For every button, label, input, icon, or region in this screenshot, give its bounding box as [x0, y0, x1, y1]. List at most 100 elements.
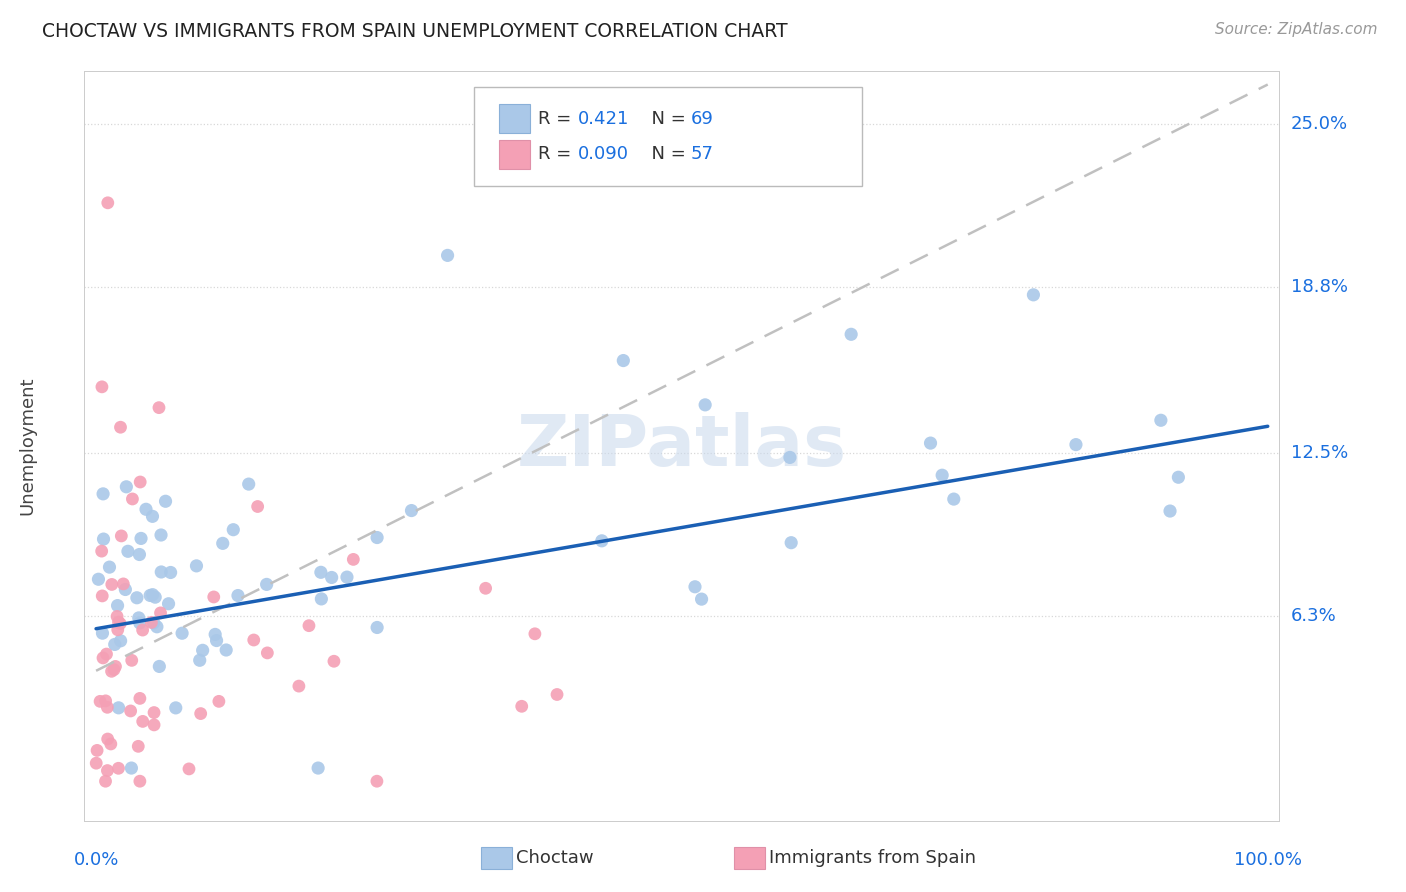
Point	[84, 756, 107, 771]
Point	[141, 509, 163, 524]
Point	[100, 737, 122, 751]
Point	[129, 475, 152, 489]
Point	[143, 590, 166, 604]
Point	[780, 535, 803, 549]
Point	[839, 327, 862, 342]
Point	[238, 477, 260, 491]
Point	[211, 536, 233, 550]
Point	[91, 651, 114, 665]
Point	[779, 450, 801, 465]
Point	[117, 544, 139, 558]
Point	[120, 761, 142, 775]
Point	[98, 560, 121, 574]
Point	[107, 615, 129, 629]
Text: 0.0%: 0.0%	[73, 851, 118, 869]
Point	[931, 468, 953, 483]
Point	[148, 401, 170, 415]
Point	[523, 627, 546, 641]
Point	[94, 694, 117, 708]
Point	[215, 643, 238, 657]
Point	[86, 743, 108, 757]
Point	[110, 420, 132, 434]
Point	[695, 398, 717, 412]
Point	[321, 570, 343, 584]
Text: 57: 57	[690, 145, 713, 163]
Text: N =: N =	[640, 145, 692, 163]
Point	[114, 582, 136, 597]
Text: CHOCTAW VS IMMIGRANTS FROM SPAIN UNEMPLOYMENT CORRELATION CHART: CHOCTAW VS IMMIGRANTS FROM SPAIN UNEMPLO…	[42, 22, 787, 41]
Point	[366, 620, 388, 634]
Point	[101, 577, 124, 591]
Point	[436, 248, 458, 262]
Point	[942, 492, 965, 507]
Point	[155, 494, 177, 508]
Point	[246, 500, 269, 514]
Text: 18.8%: 18.8%	[1291, 278, 1347, 296]
Point	[104, 659, 127, 673]
Point	[146, 620, 169, 634]
Point	[150, 528, 173, 542]
Text: 100.0%: 100.0%	[1233, 851, 1302, 869]
Point	[159, 566, 181, 580]
Point	[342, 552, 364, 566]
Point	[191, 643, 214, 657]
Point	[96, 764, 118, 778]
Point	[100, 665, 122, 679]
Point	[121, 653, 143, 667]
Point	[132, 714, 155, 729]
Point	[125, 591, 148, 605]
Point	[143, 706, 166, 720]
Point	[143, 718, 166, 732]
Point	[91, 487, 114, 501]
Text: Unemployment: Unemployment	[18, 376, 37, 516]
Text: R =: R =	[538, 145, 578, 163]
Point	[104, 637, 127, 651]
Point	[96, 700, 118, 714]
Point	[366, 531, 388, 545]
Point	[107, 761, 129, 775]
Point	[149, 606, 172, 620]
Point	[128, 548, 150, 562]
Point	[612, 353, 634, 368]
Point	[186, 558, 208, 573]
Point	[690, 592, 713, 607]
Point	[129, 532, 152, 546]
Point	[205, 633, 228, 648]
Text: 6.3%: 6.3%	[1291, 607, 1336, 624]
Point	[307, 761, 329, 775]
Point	[120, 704, 142, 718]
Point	[131, 623, 153, 637]
Point	[920, 436, 942, 450]
Point	[366, 774, 388, 789]
Point	[89, 694, 111, 708]
Point	[208, 694, 231, 708]
Point	[311, 591, 333, 606]
Text: 12.5%: 12.5%	[1291, 443, 1348, 461]
Text: ZIPatlas: ZIPatlas	[517, 411, 846, 481]
Point	[107, 623, 129, 637]
Point	[150, 565, 173, 579]
Point	[128, 615, 150, 630]
Point	[91, 626, 114, 640]
Point	[107, 599, 129, 613]
Point	[401, 503, 423, 517]
Point	[110, 633, 132, 648]
Point	[97, 732, 120, 747]
Text: Choctaw: Choctaw	[516, 849, 593, 867]
Point	[242, 632, 264, 647]
Point	[1022, 288, 1045, 302]
Point	[93, 532, 115, 546]
Point	[90, 544, 112, 558]
Point	[256, 577, 278, 591]
Point	[128, 611, 150, 625]
Point	[127, 739, 149, 754]
Point	[139, 589, 162, 603]
Point	[202, 590, 225, 604]
Text: 69: 69	[690, 110, 713, 128]
Point	[112, 577, 135, 591]
Point	[94, 774, 117, 789]
Text: 0.421: 0.421	[578, 110, 630, 128]
Point	[107, 701, 129, 715]
Point	[142, 588, 165, 602]
Point	[190, 706, 212, 721]
